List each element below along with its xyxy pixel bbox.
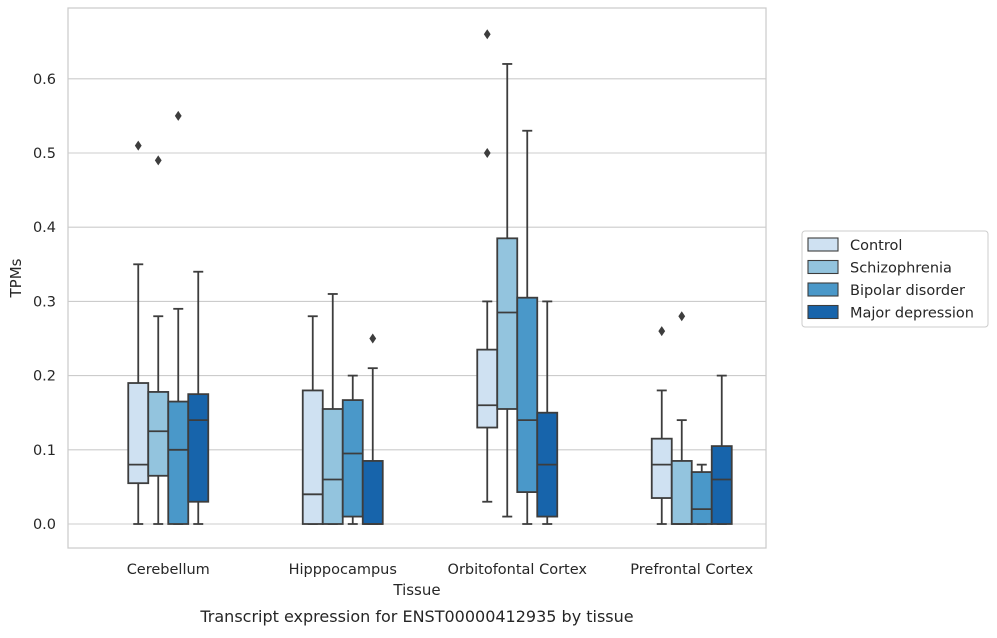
box-3-2 — [536, 300, 559, 525]
y-tick-label: 0.4 — [33, 220, 56, 236]
legend-swatch — [807, 237, 839, 252]
y-tick-label: 0.5 — [33, 146, 56, 162]
legend-swatch — [807, 304, 839, 320]
outlier-point — [483, 148, 491, 158]
box-iqr — [127, 382, 150, 485]
y-tick-label: 0.1 — [33, 443, 56, 459]
x-tick-label: Prefrontal Cortex — [630, 562, 753, 578]
outlier-point — [154, 155, 162, 166]
figure-caption: Transcript expression for ENST0000041293… — [199, 607, 633, 626]
box-iqr — [476, 348, 499, 429]
box-iqr — [690, 471, 713, 525]
box-1-0 — [147, 155, 170, 525]
y-tick-label: 0.0 — [33, 517, 56, 533]
box-iqr — [341, 399, 364, 518]
plot-frame — [67, 7, 767, 549]
legend-label: Control — [850, 238, 902, 254]
box-iqr — [147, 391, 170, 477]
x-tick-labels: Cerebellum Hipppocampus Orbitofontal Corte… — [127, 562, 754, 578]
box-iqr — [187, 393, 210, 503]
outlier-point — [174, 110, 182, 121]
y-tick-label: 0.6 — [33, 72, 56, 88]
legend-label: Bipolar disorder — [850, 283, 965, 299]
y-tick-labels: 0.0 0.1 0.2 0.3 0.4 0.5 0.6 — [33, 72, 56, 533]
box-iqr — [321, 408, 344, 525]
outlier-point — [678, 311, 686, 322]
box-1-3 — [670, 311, 693, 525]
box-3-0 — [187, 270, 210, 525]
box-2-2 — [516, 129, 539, 525]
y-tick-label: 0.3 — [33, 294, 56, 310]
box-2-1 — [341, 374, 364, 525]
legend-label: Major depression — [850, 306, 974, 322]
box-iqr — [167, 400, 190, 525]
outlier-point — [134, 140, 142, 151]
box-iqr — [650, 437, 673, 499]
y-axis-title: TPMs — [7, 258, 25, 298]
box-0-2 — [476, 29, 499, 503]
legend-swatch — [807, 282, 839, 297]
box-iqr — [301, 389, 324, 525]
x-tick-label: Cerebellum — [127, 562, 210, 578]
boxes — [127, 29, 733, 525]
box-1-2 — [496, 63, 519, 518]
box-3-1 — [361, 333, 384, 525]
legend-frame — [801, 230, 989, 328]
legend: Control Schizophrenia Bipolar disorder Majo… — [801, 230, 989, 328]
box-2-0 — [167, 110, 190, 525]
outlier-point — [658, 326, 666, 337]
x-tick-label: Orbitofontal Cortex — [448, 562, 588, 578]
x-tick-label: Hipppocampus — [289, 562, 397, 578]
box-iqr — [710, 445, 733, 525]
box-iqr — [516, 296, 539, 493]
box-iqr — [670, 460, 693, 525]
box-0-1 — [301, 315, 324, 525]
box-0-3 — [650, 326, 673, 525]
x-axis-title: Tissue — [392, 581, 440, 599]
box-iqr — [496, 237, 519, 410]
box-iqr — [361, 460, 384, 525]
outlier-point — [369, 333, 377, 344]
legend-label: Schizophrenia — [850, 261, 952, 277]
box-3-3 — [710, 374, 733, 525]
box-2-3 — [690, 463, 713, 525]
y-tick-label: 0.2 — [33, 369, 56, 385]
legend-swatch — [807, 259, 839, 275]
outlier-point — [483, 29, 491, 40]
